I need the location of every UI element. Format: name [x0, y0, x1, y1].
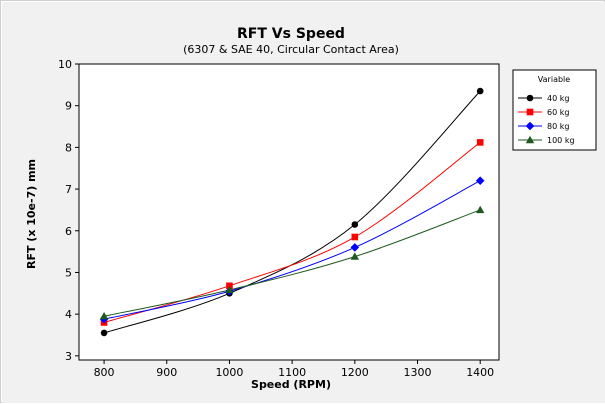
data-point-series-2	[476, 139, 484, 146]
y-tick-label: 4	[65, 308, 72, 321]
legend-title: Variable	[538, 75, 570, 84]
data-point-series-2	[351, 233, 359, 241]
legend-marker	[526, 94, 534, 102]
x-tick-label: 1100	[278, 366, 306, 379]
series-curves	[103, 90, 481, 334]
y-tick-label: 10	[58, 58, 72, 71]
legend-label: 60 kg	[547, 108, 569, 117]
y-tick-label: 5	[65, 266, 72, 279]
series-line-1	[103, 90, 481, 334]
legend-marker	[525, 135, 535, 144]
legend: Variable 40 kg 60 kg 80 kg 100 kg	[512, 69, 597, 151]
data-point-series-4	[225, 285, 234, 294]
x-axis-label: Speed (RPM)	[251, 378, 331, 391]
data-point-series-3	[475, 176, 485, 186]
x-tick-label: 1200	[341, 366, 369, 379]
x-tick-label: 900	[156, 366, 177, 379]
y-tick-label: 7	[65, 183, 72, 196]
y-tick-label: 9	[65, 100, 72, 113]
legend-label: 80 kg	[547, 122, 569, 131]
legend-marker	[526, 108, 534, 116]
x-tick-label: 1400	[466, 366, 494, 379]
series-line-4	[103, 209, 481, 317]
series-line-3	[103, 180, 481, 320]
legend-label: 40 kg	[547, 94, 569, 103]
legend-label: 100 kg	[547, 136, 575, 145]
y-tick-label: 8	[65, 141, 72, 154]
series-line-2	[103, 141, 481, 323]
y-tick-label: 3	[65, 350, 72, 363]
legend-items: 40 kg 60 kg 80 kg 100 kg	[518, 94, 575, 145]
x-tick-label: 1000	[215, 366, 243, 379]
axes: 800 900 1000 1100 1200 1300 1400 3 4 5 6 7 8 9 10	[58, 58, 500, 379]
y-tick-label: 6	[65, 225, 72, 238]
chart-subtitle: (6307 & SAE 40, Circular Contact Area)	[183, 43, 399, 56]
x-tick-label: 1300	[404, 366, 432, 379]
x-tick-label: 800	[94, 366, 115, 379]
data-point-series-3	[350, 243, 360, 252]
data-point-series-1	[100, 329, 108, 337]
data-point-series-4	[475, 205, 485, 214]
data-point-series-4	[99, 312, 109, 320]
data-point-series-4	[350, 252, 360, 260]
plot-area	[79, 64, 499, 360]
y-axis-label: RFT (x 10e-7) mm	[25, 159, 38, 269]
chart-title: RFT Vs Speed	[237, 26, 345, 42]
data-point-series-1	[476, 87, 484, 95]
data-point-series-1	[351, 221, 359, 228]
legend-marker	[525, 121, 535, 131]
series-markers	[99, 87, 485, 337]
plot-frame	[78, 63, 500, 361]
